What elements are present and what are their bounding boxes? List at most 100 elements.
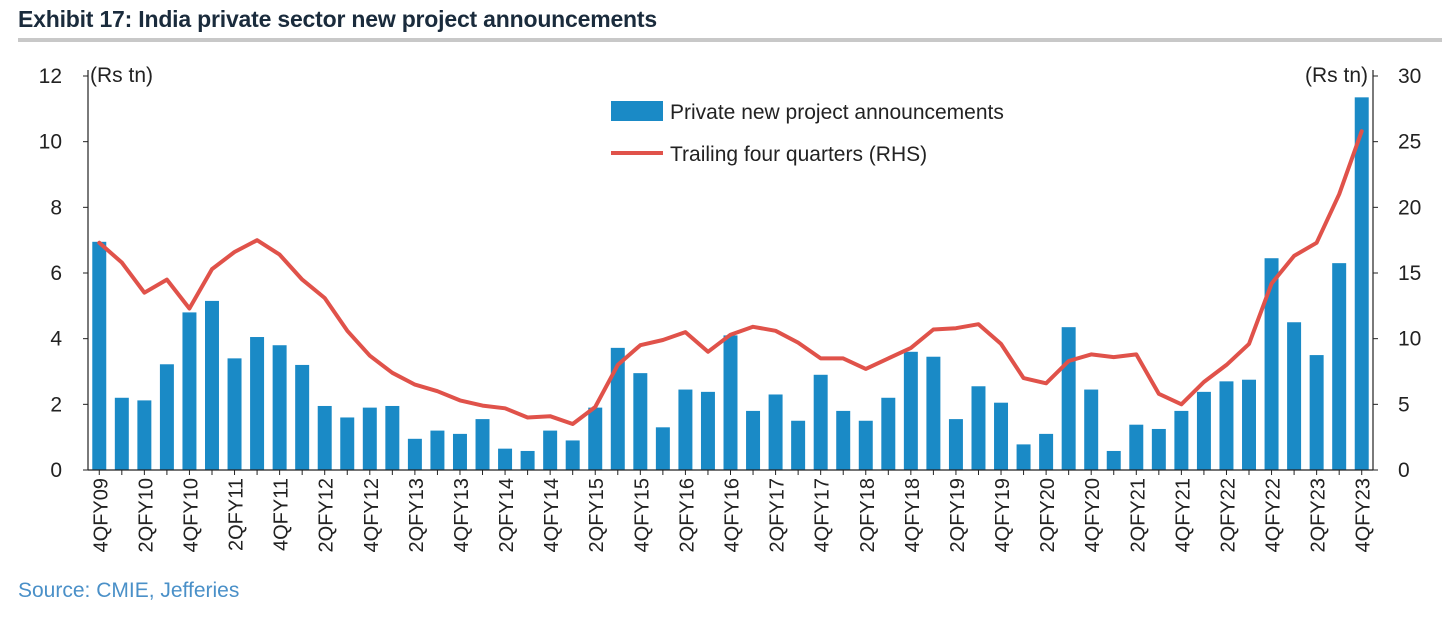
bar-3QFY18 [881,397,896,470]
bar-4QFY11 [272,345,287,470]
left-tick-label-0: 0 [50,459,62,482]
bar-1QFY18 [836,410,851,470]
left-axis-label: (Rs tn) [90,64,153,87]
bar-3QFY22 [1242,379,1256,470]
x-tick-label-2QFY10: 2QFY10 [135,478,157,552]
bar-1QFY10 [114,397,129,470]
x-tick-label-2QFY16: 2QFY16 [676,478,698,552]
bar-2QFY15 [588,407,603,470]
bar-1QFY12 [295,364,310,470]
legend-bar-label: Private new project announcements [670,101,1004,124]
bar-1QFY14 [475,419,490,470]
bar-4QFY19 [994,402,1009,470]
bar-3QFY17 [791,420,806,470]
bar-3QFY20 [1061,327,1076,470]
x-tick-label-4QFY23: 4QFY23 [1353,478,1375,552]
x-tick-label-2QFY23: 2QFY23 [1308,478,1330,552]
bar-4QFY17 [813,374,828,470]
bar-2QFY11 [227,358,242,470]
right-tick-label-25: 25 [1398,131,1421,154]
legend-bar-swatch [611,101,663,121]
source-note: Source: CMIE, Jefferies [18,579,240,602]
bar-3QFY13 [430,430,445,470]
x-tick-label-4QFY10: 4QFY10 [180,478,202,552]
left-tick-label-6: 6 [50,262,62,285]
x-tick-label-2QFY14: 2QFY14 [496,478,518,552]
bar-3QFY23 [1332,263,1347,470]
x-tick-label-2QFY11: 2QFY11 [226,478,248,551]
x-tick-label-2QFY13: 2QFY13 [406,478,428,552]
bar-1QFY22 [1196,391,1211,470]
bar-1QFY13 [385,405,400,470]
bar-4QFY23 [1354,97,1369,470]
bar-1QFY23 [1287,322,1302,470]
x-tick-label-2QFY18: 2QFY18 [857,478,879,552]
bar-1QFY11 [205,300,219,470]
bar-2QFY14 [498,448,513,470]
bar-4QFY09 [92,241,107,470]
bar-1QFY20 [1016,444,1031,470]
bar-1QFY21 [1106,450,1121,470]
bar-2QFY19 [948,419,963,470]
right-tick-label-10: 10 [1398,328,1421,351]
x-tick-label-2QFY19: 2QFY19 [947,478,969,552]
bar-3QFY21 [1151,428,1166,470]
bar-2QFY20 [1039,433,1054,470]
bar-3QFY10 [159,364,174,470]
x-tick-label-2QFY20: 2QFY20 [1037,478,1059,552]
bar-4QFY14 [543,430,558,470]
right-tick-label-0: 0 [1398,459,1410,482]
x-tick-label-2QFY21: 2QFY21 [1127,478,1149,552]
bar-2QFY23 [1309,355,1324,470]
x-tick-label-2QFY15: 2QFY15 [586,478,608,552]
bar-4QFY10 [182,312,197,470]
legend-line-label: Trailing four quarters (RHS) [670,143,927,166]
bar-4QFY21 [1174,410,1189,470]
x-tick-label-2QFY22: 2QFY22 [1217,478,1239,552]
line-series [97,129,1364,426]
bar-4QFY15 [633,373,648,470]
right-tick-label-15: 15 [1398,262,1421,285]
bar-3QFY16 [700,391,715,470]
bar-4QFY22 [1264,258,1279,470]
x-tick-label-4QFY16: 4QFY16 [722,478,744,552]
x-tick-label-4QFY20: 4QFY20 [1082,478,1104,552]
bar-2QFY22 [1219,381,1234,470]
axes: 0 2 4 6 8 10 12 0 5 10 15 20 25 30 (Rs tn) (Rs tn) 4QFY0… [39,64,1422,552]
left-tick-label-2: 2 [50,393,62,416]
bar-3QFY12 [340,417,355,470]
bar-4QFY20 [1084,389,1099,470]
bar-2QFY12 [317,405,332,470]
bar-1QFY19 [926,356,941,470]
bar-1QFY15 [565,440,580,470]
left-tick-label-12: 12 [39,65,62,88]
bar-2QFY13 [407,438,422,470]
bar-2QFY16 [678,389,693,470]
bar-4QFY16 [723,335,738,470]
bar-3QFY14 [520,450,535,470]
x-tick-label-4QFY14: 4QFY14 [541,478,563,552]
bar-2QFY18 [858,420,873,470]
bar-2QFY17 [768,394,783,470]
x-tick-label-4QFY19: 4QFY19 [992,478,1014,552]
x-tick-label-4QFY22: 4QFY22 [1263,478,1285,552]
chart-title: Exhibit 17: India private sector new pro… [18,6,657,32]
x-tick-label-2QFY12: 2QFY12 [316,478,338,552]
x-tick-label-4QFY09: 4QFY09 [90,478,112,552]
bar-series [92,97,1369,470]
bar-4QFY12 [362,407,377,470]
title-divider [18,38,1442,42]
x-tick-label-4QFY12: 4QFY12 [361,478,383,552]
legend: Private new project announcements Trailin… [611,101,1004,166]
bar-4QFY18 [903,351,918,470]
right-tick-label-20: 20 [1398,196,1421,219]
bar-1QFY17 [746,410,761,470]
bar-4QFY13 [452,433,467,470]
x-tick-label-4QFY17: 4QFY17 [812,478,834,552]
left-tick-label-8: 8 [50,196,62,219]
left-tick-label-4: 4 [50,328,62,351]
x-tick-label-4QFY21: 4QFY21 [1172,478,1194,552]
bar-2QFY10 [137,400,152,470]
right-tick-label-5: 5 [1398,393,1410,416]
